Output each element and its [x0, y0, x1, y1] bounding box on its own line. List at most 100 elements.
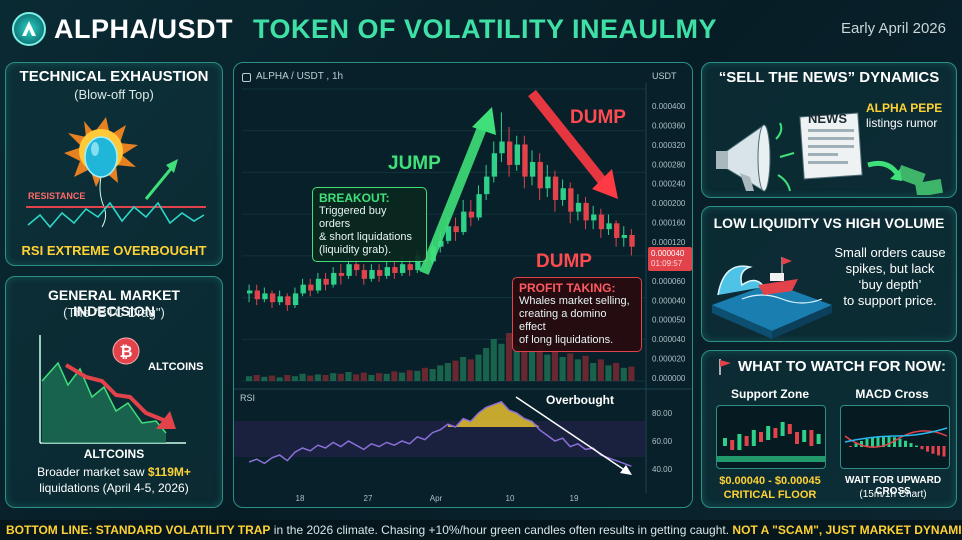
- candle: [285, 296, 291, 306]
- macd-histogram-bar: [926, 446, 929, 452]
- chart-title-icon: [242, 73, 251, 82]
- panel-title: LOW LIQUIDITY VS HIGH VOLUME: [713, 215, 945, 231]
- volume-bar: [398, 372, 406, 381]
- volume-bar: [376, 373, 383, 381]
- macd-title: MACD Cross: [855, 387, 929, 401]
- candle: [545, 176, 551, 189]
- x-tick-label: 27: [364, 494, 373, 503]
- price-tick-label: 0.000060: [652, 277, 686, 286]
- volume-bar: [307, 375, 314, 381]
- volume-bar: [383, 373, 390, 381]
- macd-histogram-bar: [871, 437, 874, 447]
- overbought-arrow: [515, 396, 627, 472]
- price-tick-label: 0.000280: [652, 160, 686, 169]
- bottom-line-tail: NOT A "SCAM", JUST MARKET DYNAMICS: [732, 523, 962, 537]
- date-label: Early April 2026: [840, 20, 946, 37]
- mini-candle: [730, 440, 735, 450]
- jump-label: JUMP: [388, 153, 441, 174]
- candle: [552, 176, 559, 200]
- what-to-watch-panel: WHAT TO WATCH FOR NOW: Support Zone MACD…: [701, 350, 957, 508]
- volume-bar: [590, 363, 597, 381]
- volume-bar: [475, 354, 482, 381]
- volume-bar: [605, 365, 612, 381]
- mini-candle: [723, 438, 727, 446]
- resistance-label: RESISTANCE: [28, 191, 86, 201]
- macd-histogram-bar: [909, 443, 913, 447]
- rsi-tick-label: 80.00: [652, 409, 673, 418]
- support-mini-chart: [716, 405, 826, 469]
- profit-line2: creating a domino effect: [519, 308, 607, 333]
- mini-candle: [737, 434, 742, 450]
- volume-bar: [452, 360, 459, 381]
- volume-bar: [551, 349, 558, 381]
- volume-bar: [544, 354, 551, 381]
- rumor-title: ALPHA PEPE: [866, 101, 943, 115]
- volume-bar: [291, 376, 298, 381]
- volume-bar: [460, 357, 467, 381]
- mini-candle: [751, 430, 756, 446]
- rsi-overbought-label: RSI EXTREME OVERBOUGHT: [21, 243, 207, 258]
- price-tick-label: 0.000200: [652, 199, 686, 208]
- volume-bar: [467, 359, 474, 381]
- liquidity-text3: ‘buy depth’: [858, 277, 922, 292]
- alpha-logo-icon: [12, 12, 46, 46]
- volume-bar: [628, 366, 635, 381]
- candle: [621, 235, 628, 238]
- down-arrow-icon: [64, 363, 167, 423]
- newspaper-icon: [799, 112, 863, 180]
- rumor-text: listings rumor: [866, 116, 938, 130]
- candle: [476, 194, 482, 218]
- mini-candle: [802, 430, 807, 442]
- support-floor: CRITICAL FLOOR: [723, 489, 817, 501]
- breakout-title: BREAKOUT:: [319, 191, 390, 205]
- mini-candle: [759, 432, 763, 442]
- liquidity-text2: spikes, but lack: [845, 261, 935, 276]
- volume-bar: [314, 374, 321, 381]
- price-tick-label: 0.000320: [652, 141, 686, 150]
- volume-bar: [406, 370, 413, 381]
- balloon-illustration: [26, 117, 206, 229]
- candle: [354, 264, 360, 271]
- volume-bar: [421, 367, 428, 381]
- candle: [384, 267, 390, 276]
- volume-bar: [330, 373, 337, 381]
- breakout-line1: Triggered buy orders: [319, 205, 387, 230]
- candle: [369, 270, 375, 279]
- panel-subtitle: (The "BTC Drag"): [63, 305, 165, 320]
- macd-histogram-bar: [876, 436, 880, 447]
- volume-bar: [437, 365, 444, 381]
- btc-icon: [112, 337, 140, 365]
- candle: [377, 270, 383, 276]
- dump-arrow: [528, 89, 608, 187]
- candle: [461, 211, 467, 233]
- volume-bar: [246, 376, 253, 381]
- volume-bar: [613, 363, 620, 381]
- price-tick-label: 0.000360: [652, 121, 686, 130]
- liquidation-note: Broader market saw $119M+: [6, 465, 222, 479]
- dump-top-label: DUMP: [570, 107, 626, 128]
- macd-histogram-bar: [893, 437, 896, 447]
- volume-bar: [253, 375, 260, 381]
- volume-bar: [414, 370, 421, 381]
- news-label: NEWS: [808, 111, 847, 126]
- profit-line3: of long liquidations.: [519, 334, 614, 346]
- volume-bar: [337, 373, 344, 381]
- candle: [346, 264, 352, 276]
- candle: [598, 214, 605, 230]
- price-tick-label: 0.000400: [652, 102, 686, 111]
- macd-histogram-bar: [887, 436, 891, 447]
- btc-drag-illustration: ₿: [39, 335, 186, 444]
- rsi-tick-label: 40.00: [652, 465, 673, 474]
- candle: [560, 188, 566, 200]
- bottom-line-middle: in the 2026 climate. Chasing +10%/hour g…: [270, 523, 733, 537]
- support-title: Support Zone: [731, 387, 809, 401]
- candlestick-chart: 0.000400 0.000360 0.000320 0.000280 0.000240…: [234, 83, 692, 503]
- money-icon: [867, 160, 944, 195]
- price-tick-label: 0.000240: [652, 180, 686, 189]
- technical-exhaustion-panel: TECHNICAL EXHAUSTION (Blow-off Top) RESI…: [5, 62, 223, 266]
- volume-bar: [521, 341, 528, 381]
- candle: [262, 293, 268, 300]
- volume-bar: [345, 372, 352, 381]
- volume-bar: [483, 348, 490, 381]
- x-tick-label: Apr: [430, 494, 443, 503]
